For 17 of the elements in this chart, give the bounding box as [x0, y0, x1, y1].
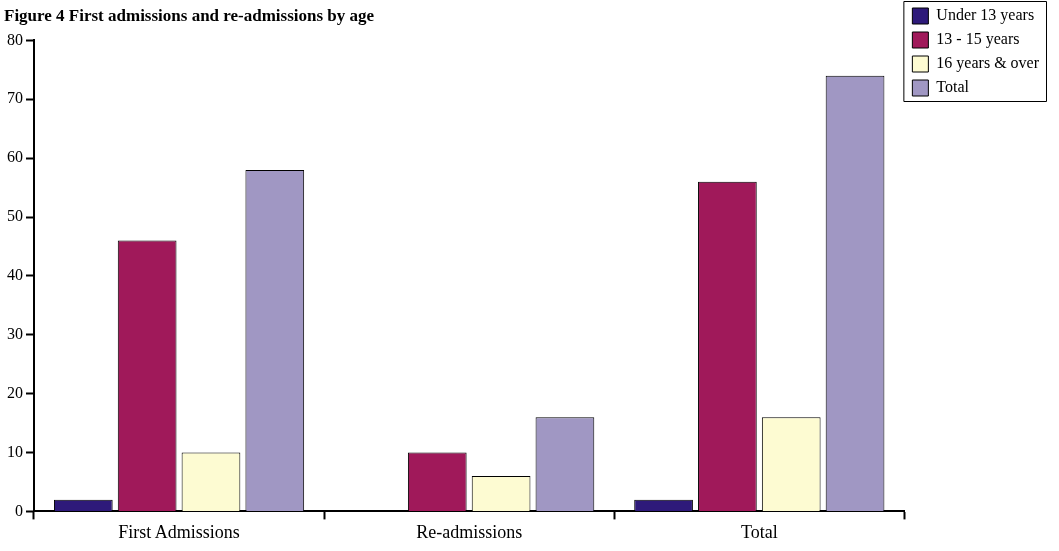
y-tick-label: 20: [7, 383, 23, 401]
y-tick-label: 70: [7, 89, 23, 107]
legend-label: Under 13 years: [936, 6, 1035, 25]
y-tick-label: 60: [7, 148, 23, 166]
legend-label: 16 years & over: [936, 54, 1040, 73]
y-tick-label: 10: [7, 442, 23, 460]
x-tick-label: Total: [740, 521, 778, 542]
x-tick-label: First Admissions: [118, 521, 240, 542]
y-tick-label: 80: [7, 30, 23, 48]
legend-label: Total: [936, 78, 970, 96]
legend-label: 13 - 15 years: [936, 30, 1020, 49]
y-tick-label: 50: [7, 207, 23, 225]
y-tick-label: 0: [15, 501, 23, 519]
chart-title: Figure 4 First admissions and re-admissions by age: [4, 5, 375, 25]
y-tick-label: 40: [7, 266, 23, 284]
y-tick-label: 30: [7, 324, 23, 342]
x-tick-label: Re-admissions: [416, 521, 523, 542]
